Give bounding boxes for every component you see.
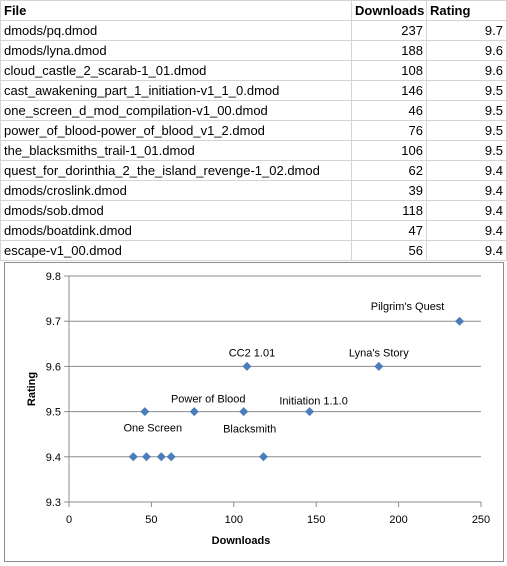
- y-tick-label: 9.7: [46, 316, 61, 328]
- cell-downloads[interactable]: 62: [351, 160, 427, 181]
- cell-rating[interactable]: 9.4: [426, 240, 507, 261]
- cell-file[interactable]: quest_for_dorinthia_2_the_island_revenge…: [0, 160, 352, 181]
- cell-rating[interactable]: 9.4: [426, 200, 507, 221]
- table-row: the_blacksmiths_trail-1_01.dmod 106 9.5: [0, 140, 507, 161]
- cell-file[interactable]: dmods/pq.dmod: [0, 20, 352, 41]
- cell-rating[interactable]: 9.5: [426, 120, 507, 141]
- cell-file[interactable]: cloud_castle_2_scarab-1_01.dmod: [0, 60, 352, 81]
- cell-downloads[interactable]: 237: [351, 20, 427, 41]
- cell-rating[interactable]: 9.4: [426, 220, 507, 241]
- cell-file[interactable]: the_blacksmiths_trail-1_01.dmod: [0, 140, 352, 161]
- cell-downloads[interactable]: 146: [351, 80, 427, 101]
- cell-rating[interactable]: 9.4: [426, 180, 507, 201]
- cell-rating[interactable]: 9.7: [426, 20, 507, 41]
- table-row: cast_awakening_part_1_initiation-v1_1_0.…: [0, 80, 507, 101]
- cell-file[interactable]: dmods/croslink.dmod: [0, 180, 352, 201]
- table-row: one_screen_d_mod_compilation-v1_00.dmod 4…: [0, 100, 507, 121]
- x-tick-label: 150: [307, 514, 325, 526]
- y-tick-label: 9.5: [46, 407, 61, 419]
- data-point[interactable]: [156, 452, 166, 462]
- cell-downloads[interactable]: 108: [351, 60, 427, 81]
- data-label: CC2 1.01: [229, 347, 275, 359]
- cell-downloads[interactable]: 76: [351, 120, 427, 141]
- data-point[interactable]: [189, 407, 199, 417]
- data-point[interactable]: [166, 452, 176, 462]
- data-point[interactable]: [128, 452, 138, 462]
- cell-file[interactable]: dmods/sob.dmod: [0, 200, 352, 221]
- y-tick-label: 9.6: [46, 361, 61, 373]
- x-tick-label: 0: [66, 514, 72, 526]
- data-label: Blacksmith: [223, 424, 276, 436]
- data-point[interactable]: [141, 452, 151, 462]
- x-axis-title: Downloads: [212, 535, 271, 547]
- y-tick-label: 9.8: [46, 271, 61, 283]
- data-label: Power of Blood: [171, 394, 246, 406]
- spreadsheet-table: File Downloads Rating dmods/pq.dmod 237 9.…: [0, 0, 507, 261]
- y-axis-title: Rating: [26, 372, 38, 406]
- cell-file[interactable]: one_screen_d_mod_compilation-v1_00.dmod: [0, 100, 352, 121]
- column-header-file[interactable]: File: [0, 0, 352, 21]
- table-row: dmods/lyna.dmod 188 9.6: [0, 40, 507, 61]
- data-label: Initiation 1.1.0: [279, 396, 348, 408]
- cell-downloads[interactable]: 188: [351, 40, 427, 61]
- data-point[interactable]: [239, 407, 249, 417]
- data-point[interactable]: [242, 361, 252, 371]
- table-row: dmods/pq.dmod 237 9.7: [0, 20, 507, 41]
- data-label: One Screen: [123, 423, 182, 435]
- x-tick-label: 250: [472, 514, 490, 526]
- cell-rating[interactable]: 9.4: [426, 160, 507, 181]
- table-row: cloud_castle_2_scarab-1_01.dmod 108 9.6: [0, 60, 507, 81]
- table-row: dmods/sob.dmod 118 9.4: [0, 200, 507, 221]
- cell-downloads[interactable]: 106: [351, 140, 427, 161]
- x-tick-label: 100: [225, 514, 243, 526]
- data-point[interactable]: [374, 361, 384, 371]
- cell-file[interactable]: cast_awakening_part_1_initiation-v1_1_0.…: [0, 80, 352, 101]
- cell-downloads[interactable]: 46: [351, 100, 427, 121]
- cell-downloads[interactable]: 47: [351, 220, 427, 241]
- cell-downloads[interactable]: 56: [351, 240, 427, 261]
- column-header-downloads[interactable]: Downloads: [351, 0, 427, 21]
- y-tick-label: 9.4: [46, 452, 61, 464]
- y-tick-label: 9.3: [46, 497, 61, 509]
- x-tick-label: 50: [145, 514, 157, 526]
- column-header-rating[interactable]: Rating: [426, 0, 507, 21]
- cell-downloads[interactable]: 118: [351, 200, 427, 221]
- header-row: File Downloads Rating: [0, 0, 507, 21]
- data-label: Pilgrim's Quest: [371, 301, 445, 313]
- data-label: Lyna's Story: [349, 347, 409, 359]
- scatter-chart[interactable]: 9.3 9.4 9.5 9.6 9.7 9.8 0 50 100 150 200 250 Downloa…: [4, 262, 504, 562]
- data-point[interactable]: [140, 407, 150, 417]
- data-point[interactable]: [455, 316, 465, 326]
- cell-file[interactable]: dmods/boatdink.dmod: [0, 220, 352, 241]
- table-row: quest_for_dorinthia_2_the_island_revenge…: [0, 160, 507, 181]
- cell-downloads[interactable]: 39: [351, 180, 427, 201]
- cell-file[interactable]: escape-v1_00.dmod: [0, 240, 352, 261]
- cell-rating[interactable]: 9.5: [426, 100, 507, 121]
- data-point[interactable]: [258, 452, 268, 462]
- cell-rating[interactable]: 9.5: [426, 80, 507, 101]
- cell-rating[interactable]: 9.6: [426, 60, 507, 81]
- table-row: escape-v1_00.dmod 56 9.4: [0, 240, 507, 261]
- table-row: dmods/boatdink.dmod 47 9.4: [0, 220, 507, 241]
- cell-rating[interactable]: 9.6: [426, 40, 507, 61]
- x-tick-label: 200: [389, 514, 407, 526]
- table-row: power_of_blood-power_of_blood_v1_2.dmod 7…: [0, 120, 507, 141]
- cell-file[interactable]: power_of_blood-power_of_blood_v1_2.dmod: [0, 120, 352, 141]
- cell-rating[interactable]: 9.5: [426, 140, 507, 161]
- chart-svg: 9.3 9.4 9.5 9.6 9.7 9.8 0 50 100 150 200 250 Downloa…: [26, 271, 490, 547]
- cell-file[interactable]: dmods/lyna.dmod: [0, 40, 352, 61]
- table-row: dmods/croslink.dmod 39 9.4: [0, 180, 507, 201]
- data-point[interactable]: [305, 407, 315, 417]
